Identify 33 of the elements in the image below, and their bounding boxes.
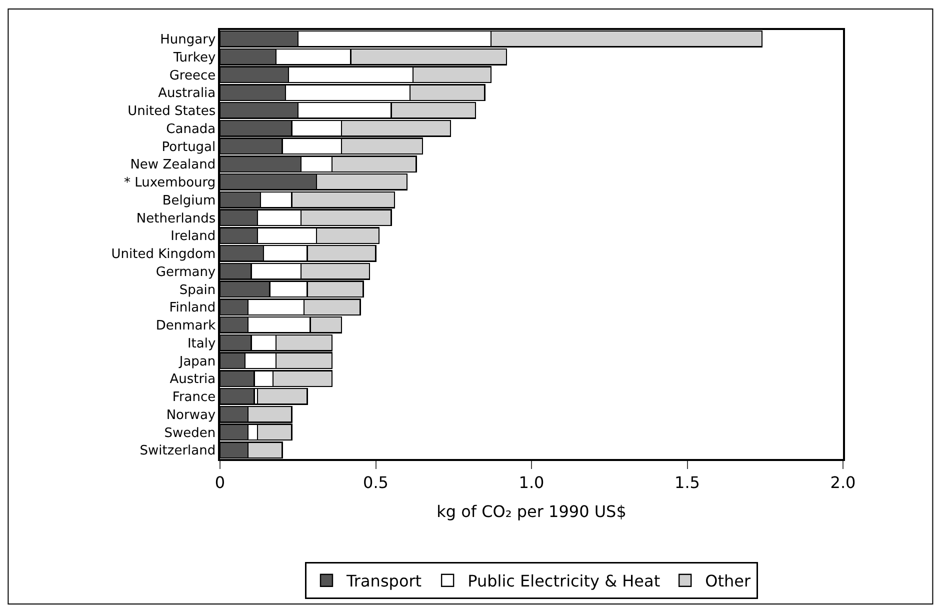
- y-tick-label: Denmark: [156, 318, 216, 334]
- y-tick-label: United Kingdom: [111, 246, 216, 262]
- legend-label: Public Electricity & Heat: [468, 572, 660, 591]
- y-tick-label: Austria: [170, 372, 216, 388]
- y-tick-label: Australia: [158, 86, 216, 102]
- y-tick-label: Japan: [178, 354, 216, 370]
- x-tick-label: 2.0: [830, 472, 856, 492]
- y-tick-label: Portugal: [162, 140, 216, 155]
- y-tick-label: Canada: [166, 122, 216, 137]
- y-tick-label: Netherlands: [136, 211, 216, 226]
- y-tick-label: Finland: [169, 300, 216, 316]
- y-tick-label: Greece: [169, 68, 216, 84]
- x-tick-label: 0: [214, 472, 226, 492]
- y-tick-label: Belgium: [162, 193, 216, 208]
- y-tick-label: New Zealand: [130, 158, 216, 173]
- x-axis-title: kg of CO₂ per 1990 US$: [436, 502, 626, 522]
- y-tick-label: Sweden: [164, 426, 216, 441]
- x-tick-label: 1.0: [518, 472, 544, 492]
- legend-label: Transport: [346, 572, 422, 591]
- x-tick-label: 1.5: [674, 472, 700, 492]
- legend-label: Other: [705, 572, 751, 591]
- x-tick-label: 0.5: [363, 472, 388, 492]
- y-tick-label: Turkey: [172, 50, 216, 66]
- y-tick-label: Norway: [166, 408, 216, 423]
- y-tick-label: Italy: [187, 336, 216, 352]
- y-tick-label: France: [172, 390, 216, 405]
- y-tick-label: * Luxembourg: [124, 175, 216, 190]
- y-tick-label: Spain: [179, 282, 216, 298]
- y-tick-label: United States: [128, 104, 216, 119]
- y-tick-label: Germany: [156, 264, 216, 280]
- y-tick-label: Ireland: [170, 229, 216, 244]
- y-tick-label: Switzerland: [140, 444, 216, 459]
- y-tick-label: Hungary: [160, 32, 216, 48]
